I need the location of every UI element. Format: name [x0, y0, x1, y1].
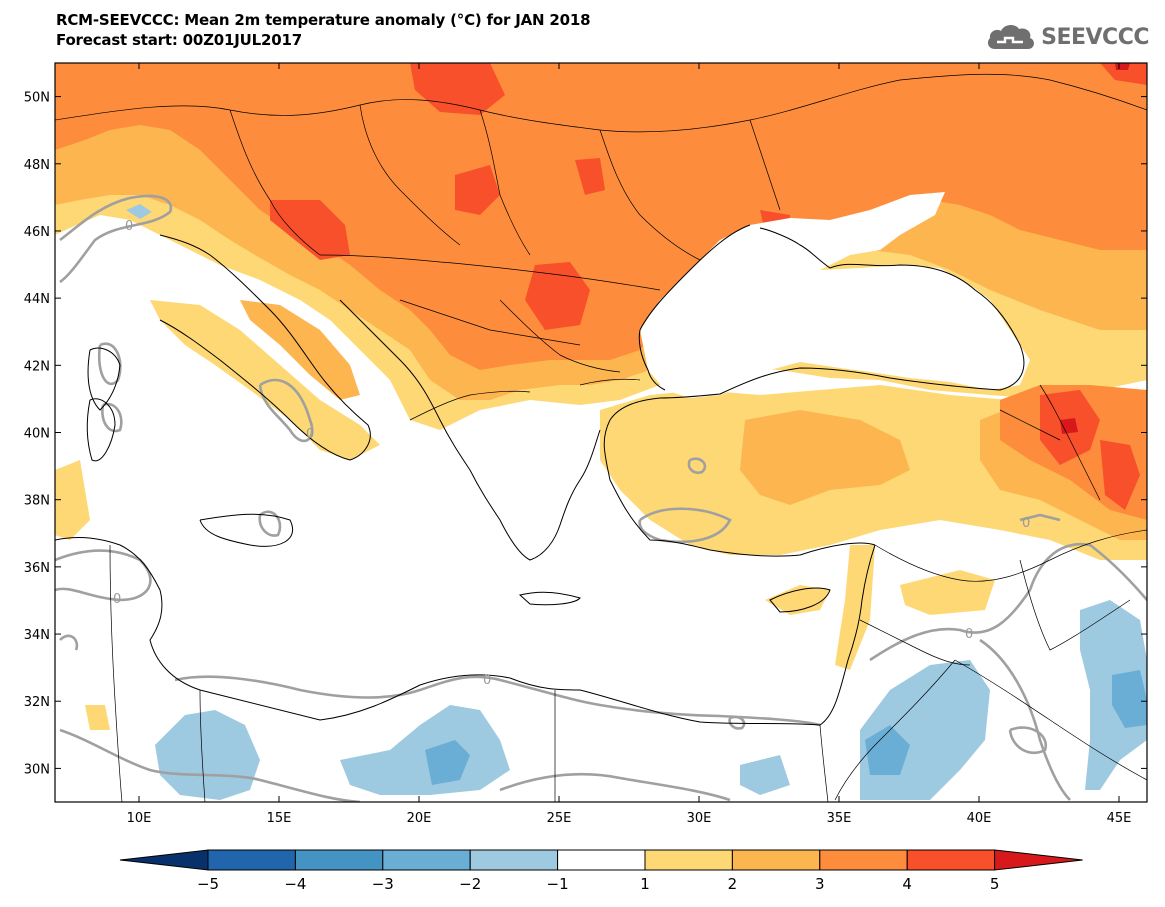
colorbar-label: 1	[640, 875, 650, 893]
anomaly-field	[55, 63, 1147, 802]
zero-contours	[55, 194, 1147, 802]
map-title: RCM-SEEVCCC: Mean 2m temperature anomaly…	[56, 11, 591, 29]
colorbar-label: −1	[547, 875, 569, 893]
lat-tick-label: 50N	[24, 91, 50, 106]
lon-tick-label: 15E	[267, 811, 292, 826]
lon-tick-label: 20E	[407, 811, 432, 826]
colorbar-label: 4	[902, 875, 912, 893]
cloud-icon	[988, 25, 1035, 49]
lat-tick-label: 34N	[24, 628, 50, 643]
colorbar-segment	[294, 849, 384, 871]
colorbar-label: −2	[459, 875, 481, 893]
contour-label: 0	[483, 673, 491, 688]
seevccc-logo: SEEVCCC	[985, 22, 1149, 52]
colorbar-label: −4	[284, 875, 306, 893]
lat-tick-label: 36N	[24, 561, 50, 576]
lat-tick-label: 42N	[24, 359, 50, 374]
lat-tick-label: 46N	[24, 225, 50, 240]
lat-tick-label: 32N	[24, 695, 50, 710]
longitude-axis: 10E 15E 20E 25E 30E 35E 40E 45E	[127, 63, 1132, 826]
lon-tick-label: 10E	[127, 811, 152, 826]
contour-label: 0	[965, 627, 973, 642]
colorbar: −5 −4 −3 −2 −1 1 2 3 4 5	[119, 849, 1083, 893]
colorbar-segment	[557, 849, 646, 871]
colorbar-label: 3	[815, 875, 825, 893]
logo-text: SEEVCCC	[1041, 24, 1149, 50]
lon-tick-label: 35E	[827, 811, 852, 826]
lon-tick-label: 40E	[967, 811, 992, 826]
lon-tick-label: 25E	[547, 811, 572, 826]
lat-tick-label: 44N	[24, 292, 50, 307]
coastlines	[55, 224, 1025, 726]
lon-tick-label: 45E	[1107, 811, 1132, 826]
colorbar-label: −3	[372, 875, 394, 893]
contour-label: 0	[113, 592, 121, 607]
lat-tick-label: 30N	[24, 762, 50, 777]
contour-label: 0	[306, 427, 314, 442]
latitude-axis: 50N 48N 46N 44N 42N 40N 38N 36N 34N 32N 30N	[24, 91, 1147, 777]
colorbar-segment	[382, 849, 471, 871]
lat-tick-label: 48N	[24, 158, 50, 173]
colorbar-label: 5	[990, 875, 1000, 893]
colorbar-segment	[819, 849, 908, 871]
colorbar-label: −5	[197, 875, 219, 893]
colorbar-lower-arrow	[119, 849, 209, 871]
colorbar-upper-arrow	[994, 849, 1083, 871]
lat-tick-label: 38N	[24, 494, 50, 509]
contour-label: 0	[1022, 516, 1030, 531]
lat-tick-label: 40N	[24, 427, 50, 442]
colorbar-segment	[906, 849, 996, 871]
colorbar-segment	[469, 849, 559, 871]
country-borders	[55, 73, 1147, 802]
forecast-start: Forecast start: 00Z01JUL2017	[56, 31, 302, 49]
contour-labels: 0 0 0 0 0 0	[113, 219, 1030, 688]
lon-tick-label: 30E	[687, 811, 712, 826]
title-block: RCM-SEEVCCC: Mean 2m temperature anomaly…	[56, 10, 591, 50]
contour-label: 0	[125, 219, 133, 234]
colorbar-segment	[207, 849, 296, 871]
colorbar-label: 2	[728, 875, 738, 893]
colorbar-segment	[731, 849, 821, 871]
colorbar-segment	[644, 849, 733, 871]
